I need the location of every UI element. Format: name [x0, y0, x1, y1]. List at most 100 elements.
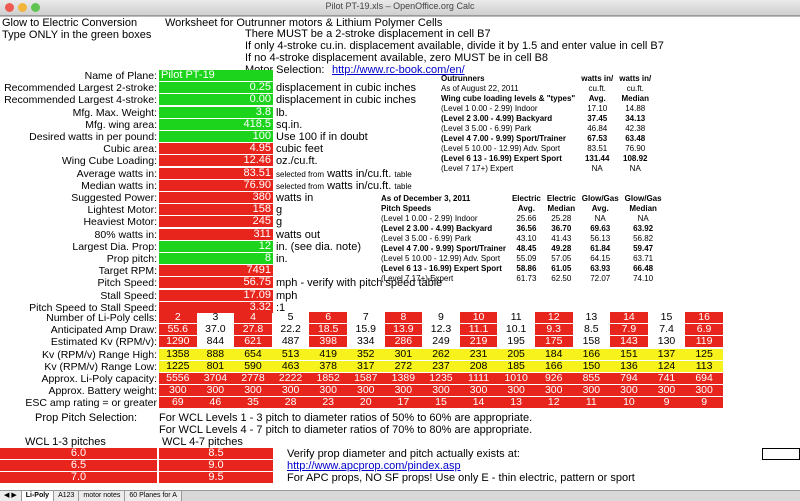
cells-value[interactable]: 18.5: [309, 324, 347, 336]
cells-value[interactable]: 219: [459, 336, 498, 348]
computed-cell[interactable]: 380: [159, 192, 273, 203]
wcl-cell[interactable]: Outrunners: [441, 74, 485, 83]
wcl47-pitch-cell[interactable]: 8.5: [159, 448, 273, 459]
cells-value[interactable]: 1358: [159, 348, 197, 360]
pitch-cell[interactable]: 41.43: [551, 234, 572, 243]
cells-value[interactable]: 7.4: [659, 323, 674, 336]
cells-value[interactable]: 46: [196, 397, 235, 409]
cells-value[interactable]: 14: [610, 312, 648, 323]
cells-value[interactable]: 300: [685, 385, 723, 397]
pitch-cell[interactable]: As of December 3, 2011: [381, 194, 471, 203]
pitch-cell[interactable]: (Level 6 13 - 16.99) Expert Sport: [381, 264, 502, 273]
pitch-cell[interactable]: 63.93: [590, 264, 611, 273]
cells-value[interactable]: 1290: [159, 336, 197, 348]
cells-value[interactable]: 15: [422, 397, 460, 409]
cell-a2[interactable]: Type ONLY in the green boxes: [2, 29, 152, 41]
wcl-cell[interactable]: As of August 22, 2011: [441, 84, 519, 93]
tab-nav-button[interactable]: ◀ ▶: [0, 491, 22, 501]
pitch-cell[interactable]: 59.47: [633, 244, 654, 253]
cells-value[interactable]: 300: [572, 385, 611, 397]
wcl13-pitch-cell[interactable]: 6.0: [0, 448, 157, 459]
wcl-cell[interactable]: watts in/: [619, 74, 652, 83]
cells-value[interactable]: 5556: [159, 373, 197, 384]
note-line-3[interactable]: If no 4-stroke displacement available, z…: [245, 52, 549, 64]
cells-value[interactable]: 487: [281, 335, 300, 348]
cells-value[interactable]: 1587: [346, 373, 385, 384]
cells-value[interactable]: 9.3: [534, 324, 573, 336]
cells-value[interactable]: 55.6: [159, 324, 197, 336]
sheet-tab-motor-notes[interactable]: motor notes: [79, 491, 126, 501]
wcl-cell[interactable]: Avg.: [588, 94, 606, 103]
cells-value[interactable]: 621: [234, 336, 272, 348]
wcl-cell[interactable]: (Level 4 7.00 - 9.99) Sport/Trainer: [441, 134, 566, 143]
cells-value[interactable]: 300: [159, 385, 197, 397]
cells-value[interactable]: 590: [234, 360, 272, 372]
cells-value[interactable]: 1389: [384, 373, 423, 384]
cells-value[interactable]: 300: [610, 385, 648, 397]
pitch-cell[interactable]: 61.05: [551, 264, 572, 273]
cells-value[interactable]: 9: [647, 397, 686, 409]
wcl-cell[interactable]: Wing cube loading levels & "types": [441, 94, 576, 103]
wcl-cell[interactable]: cu.ft.: [626, 84, 644, 93]
cells-value[interactable]: 20: [346, 397, 385, 409]
cells-value[interactable]: 13: [585, 311, 598, 323]
pitch-cell[interactable]: Pitch Speeds: [381, 204, 432, 213]
input-cell[interactable]: 0.25: [159, 82, 273, 94]
cells-value[interactable]: 184: [534, 348, 573, 360]
wcl-cell[interactable]: 76.90: [625, 144, 646, 153]
pitch-cell[interactable]: NA: [637, 214, 649, 223]
cells-value[interactable]: 352: [346, 348, 385, 360]
computed-cell[interactable]: 83.51: [159, 167, 273, 179]
computed-cell[interactable]: 56.75: [159, 277, 273, 289]
cells-value[interactable]: 398: [309, 336, 347, 348]
pitch-cell[interactable]: 56.13: [590, 234, 611, 243]
cells-value[interactable]: 855: [572, 373, 611, 384]
cells-value[interactable]: 231: [459, 348, 498, 360]
cells-value[interactable]: 286: [384, 336, 423, 348]
cells-value[interactable]: 16: [685, 312, 723, 323]
cells-value[interactable]: 888: [196, 348, 235, 360]
cells-value[interactable]: 143: [610, 336, 648, 348]
wcl-cell[interactable]: 34.13: [625, 114, 646, 123]
pitch-cell[interactable]: Median: [547, 204, 576, 213]
computed-cell[interactable]: 7491: [159, 265, 273, 277]
wcl-cell[interactable]: (Level 6 13 - 16.99) Expert Sport: [441, 154, 562, 163]
cells-value[interactable]: 166: [572, 348, 611, 360]
pitch-cell[interactable]: 72.07: [590, 274, 611, 283]
cells-value[interactable]: 249: [432, 335, 450, 348]
cells-value[interactable]: 119: [685, 336, 723, 348]
cells-value[interactable]: 195: [507, 335, 525, 348]
selected-cell-cursor[interactable]: [762, 448, 800, 460]
pitch-cell[interactable]: Glow/Gas: [581, 194, 619, 203]
cells-value[interactable]: 27.8: [234, 324, 272, 336]
pitch-cell[interactable]: (Level 5 10.00 - 12.99) Adv. Sport: [381, 254, 501, 263]
cell-worksheet-title[interactable]: Worksheet for Outrunner motors & Lithium…: [165, 17, 443, 29]
minimize-window-button[interactable]: [18, 3, 27, 12]
cells-value[interactable]: 300: [271, 385, 310, 397]
pitch-cell[interactable]: 61.73: [516, 274, 537, 283]
cells-value[interactable]: 10: [610, 397, 648, 409]
cells-value[interactable]: 1225: [159, 360, 197, 372]
cells-value[interactable]: 5: [287, 311, 294, 323]
input-cell[interactable]: 418.5: [159, 118, 273, 130]
cells-value[interactable]: 3: [212, 311, 219, 323]
cells-value[interactable]: 8: [384, 312, 423, 323]
apc-prop-link[interactable]: http://www.apcprop.com/pindex.asp: [287, 460, 461, 472]
pitch-cell[interactable]: Glow/Gas: [624, 194, 662, 203]
input-cell[interactable]: 12: [159, 240, 273, 252]
cells-value[interactable]: 844: [206, 335, 225, 348]
input-cell[interactable]: 3.8: [159, 106, 273, 118]
cells-value[interactable]: 23: [309, 397, 347, 409]
cells-value[interactable]: 300: [497, 385, 535, 397]
pitch-cell[interactable]: Avg.: [517, 204, 535, 213]
cells-value[interactable]: 7.9: [610, 324, 648, 336]
wcl13-pitch-cell[interactable]: 7.0: [0, 472, 157, 484]
cells-value[interactable]: 10.1: [505, 323, 527, 336]
wcl47-pitch-cell[interactable]: 9.5: [159, 472, 273, 484]
cells-value[interactable]: 801: [196, 360, 235, 372]
wcl-cell[interactable]: watts in/: [581, 74, 614, 83]
pitch-cell[interactable]: 63.92: [633, 224, 654, 233]
wcl-cell[interactable]: 63.48: [625, 134, 646, 143]
note-line-2[interactable]: If only 4-stroke cu.in. displacement ava…: [245, 40, 664, 52]
cells-value[interactable]: 300: [309, 385, 347, 397]
